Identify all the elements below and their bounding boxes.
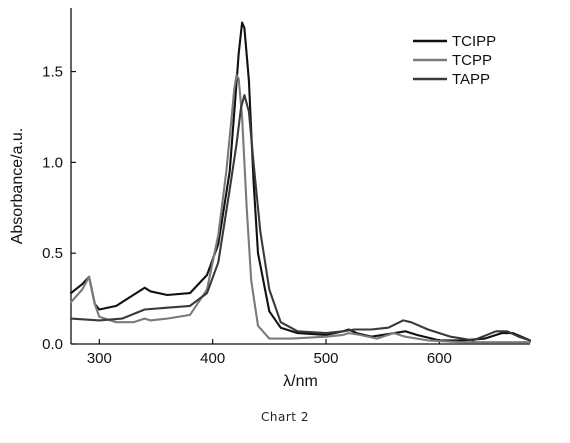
y-tick-label: 0.5 (42, 245, 63, 262)
axes (70, 8, 530, 345)
y-axis-title: Absorbance/a.u. (9, 128, 26, 245)
x-axis-title: λ/nm (283, 373, 318, 390)
legend: TCIPP TCPP TAPP (413, 33, 496, 88)
legend-label-tcpp: TCPP (452, 52, 492, 69)
y-tick-label: 1.0 (42, 154, 63, 171)
x-tick-label: 600 (427, 350, 452, 367)
y-tick-label: 0.0 (42, 336, 63, 353)
series-line-tcpp (69, 74, 532, 344)
legend-label-tapp: TAPP (452, 71, 490, 88)
x-tick-label: 300 (87, 350, 112, 367)
legend-label-tcipp: TCIPP (452, 33, 496, 50)
chart-caption: Chart 2 (261, 410, 309, 424)
x-ticks: 300 400 500 600 (87, 339, 452, 367)
y-ticks: 0.0 0.5 1.0 1.5 (42, 64, 76, 353)
series-line-tapp (69, 94, 532, 342)
x-tick-label: 500 (313, 350, 338, 367)
y-tick-label: 1.5 (42, 64, 63, 81)
x-tick-label: 400 (200, 350, 225, 367)
series-lines (69, 21, 532, 344)
